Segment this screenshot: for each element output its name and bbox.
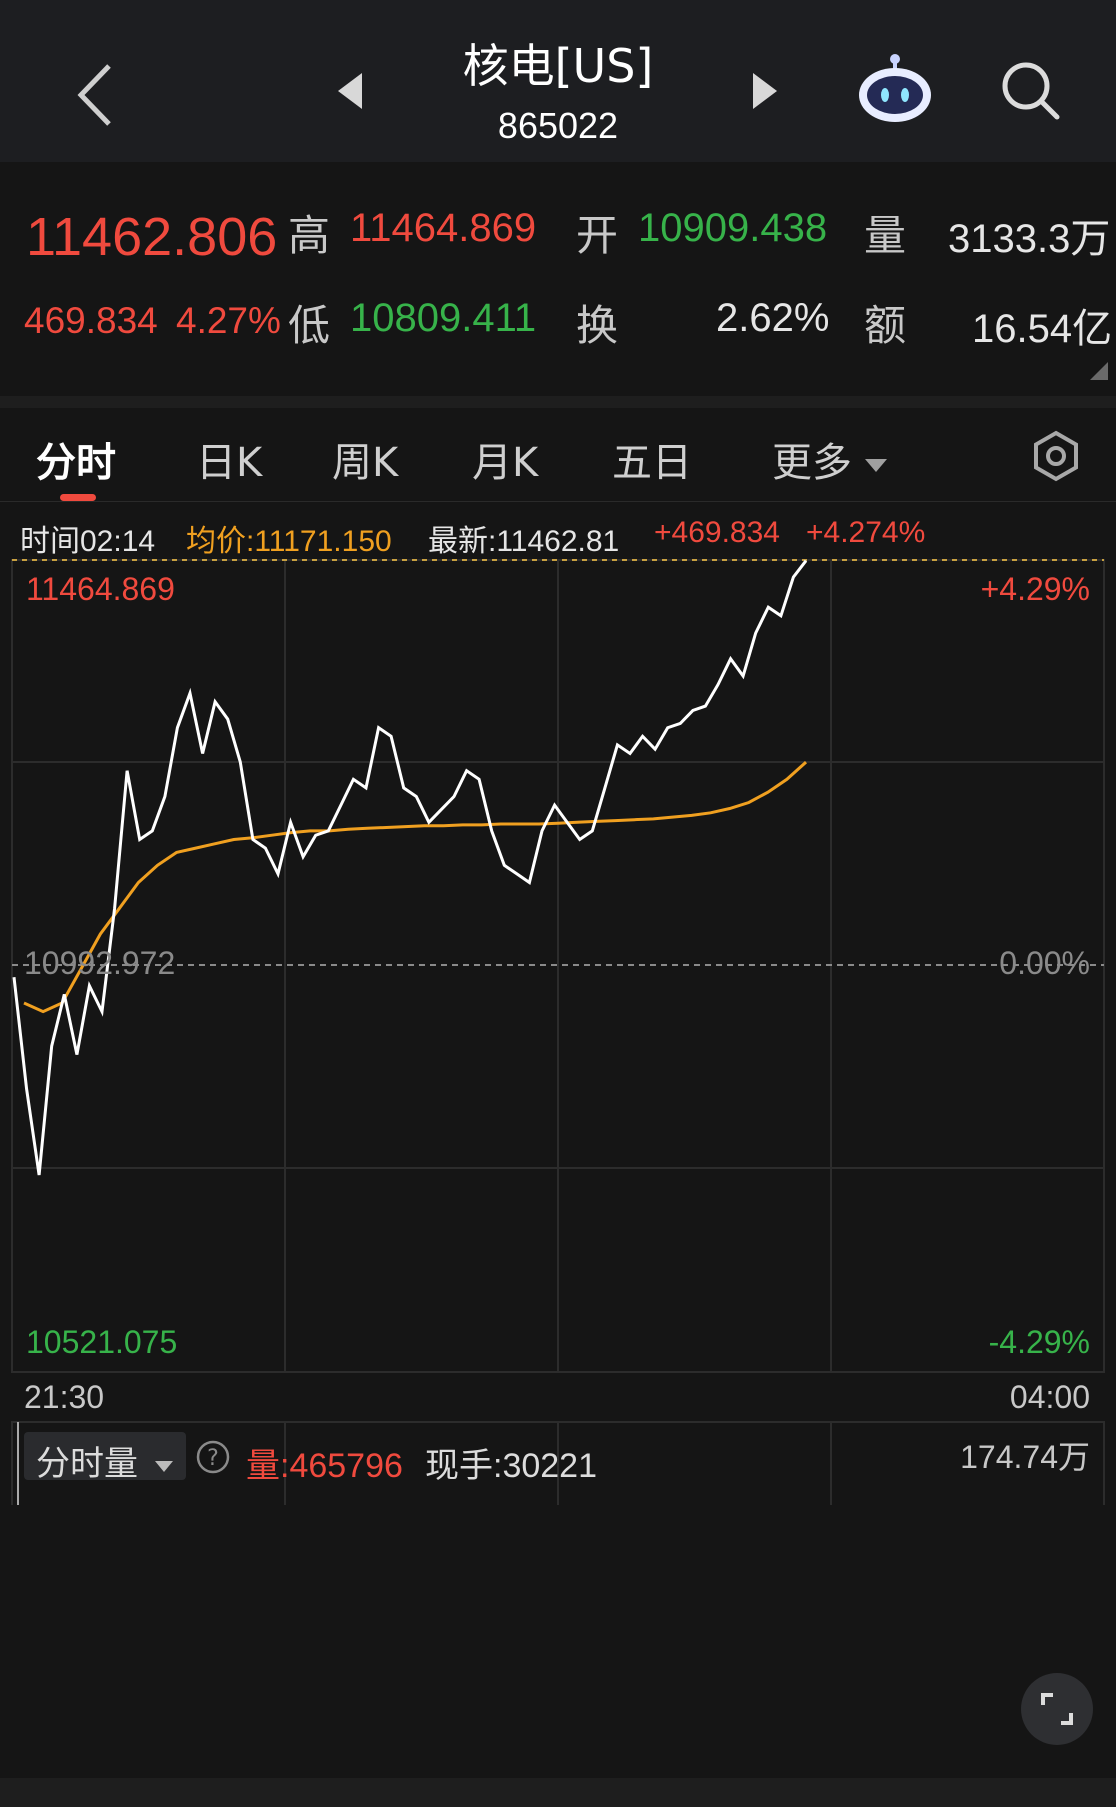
tab-more-label: 更多 — [772, 440, 852, 486]
low-value: 10809.411 — [350, 296, 537, 340]
next-stock-button[interactable] — [745, 68, 785, 114]
stock-code: 865022 — [497, 105, 619, 146]
current-hand: 现手:30221 — [425, 1447, 597, 1485]
info-change-pct: +4.274% — [806, 516, 926, 549]
stock-title: 核电[US] — [462, 39, 654, 93]
top-nav-bar: 核电[US] 865022 — [0, 0, 1116, 162]
tab-weekly-k[interactable]: 周K — [332, 440, 399, 486]
settings-icon[interactable] — [1030, 430, 1082, 482]
active-tab-indicator — [60, 494, 96, 501]
chart-grid — [11, 559, 1105, 1505]
info-time: 时间02:14 — [20, 525, 156, 558]
help-icon[interactable]: ? — [196, 1440, 230, 1474]
turnover-value: 2.62% — [716, 296, 830, 340]
back-icon — [77, 64, 111, 126]
back-button[interactable] — [60, 50, 130, 140]
prev-arrow-icon — [338, 73, 362, 109]
svg-text:?: ? — [207, 1446, 219, 1471]
search-button[interactable] — [995, 55, 1065, 125]
low-label: 低 — [288, 301, 331, 350]
fullscreen-button[interactable] — [1021, 1673, 1093, 1745]
price-line — [12, 559, 808, 1176]
volume-header: 分时量 ? 量:465796 现手:30221 174.74万 — [0, 1432, 1116, 1485]
high-label: 高 — [288, 211, 331, 260]
prev-stock-button[interactable] — [330, 68, 370, 114]
y-top-label: 11464.869 — [26, 571, 175, 607]
tab-intraday[interactable]: 分时 — [36, 440, 116, 486]
volume-type-label: 分时量 — [36, 1444, 138, 1484]
volume-amount: 量:465796 — [246, 1447, 403, 1485]
y-bottom-label: 10521.075 — [26, 1324, 177, 1360]
avg-price-line — [23, 760, 808, 1014]
quote-panel: 11462.806 469.834 4.27% 高 11464.869 低 10… — [0, 162, 1116, 396]
price-change: 469.834 — [24, 300, 158, 341]
amount-label: 额 — [864, 301, 907, 350]
turnover-label: 换 — [576, 301, 619, 350]
caret-down-icon — [154, 1460, 173, 1472]
pct-bottom-label: -4.29% — [989, 1324, 1090, 1360]
high-value: 11464.869 — [350, 206, 537, 250]
pct-mid-label: 0.00% — [999, 945, 1090, 981]
info-latest-price: 最新:11462.81 — [428, 525, 620, 558]
x-start-label: 21:30 — [24, 1379, 104, 1415]
y-prev-close-label: 10992.972 — [24, 945, 175, 981]
amount-value: 16.54亿 — [972, 307, 1113, 351]
bottom-bar — [0, 1778, 1116, 1807]
price-change-pct: 4.27% — [176, 300, 281, 341]
caret-down-icon — [864, 459, 887, 472]
section-divider — [0, 396, 1116, 408]
search-icon — [1002, 62, 1060, 120]
volume-value: 3133.3万 — [948, 217, 1111, 261]
expand-corner-icon[interactable] — [1090, 362, 1108, 380]
volume-max-label: 174.74万 — [960, 1439, 1090, 1475]
x-end-label: 04:00 — [1010, 1379, 1090, 1415]
tab-more[interactable]: 更多 — [772, 430, 887, 488]
robot-assistant-icon — [859, 54, 931, 122]
pct-top-label: +4.29% — [981, 571, 1090, 607]
tab-five-day[interactable]: 五日 — [612, 440, 692, 486]
info-avg-price: 均价:11171.150 — [186, 525, 392, 558]
info-change: +469.834 — [654, 516, 780, 549]
crosshair-info-bar: 时间02:14 均价:11171.150 最新:11462.81 +469.83… — [0, 512, 1116, 558]
next-arrow-icon — [753, 73, 777, 109]
open-value: 10909.438 — [638, 206, 828, 250]
volume-type-dropdown[interactable]: 分时量 — [24, 1432, 186, 1484]
volume-label: 量 — [864, 211, 907, 260]
tab-monthly-k[interactable]: 月K — [472, 440, 539, 486]
intraday-chart[interactable]: 11464.869 +4.29% 10992.972 0.00% 10521.0… — [0, 555, 1116, 1505]
last-price: 11462.806 — [26, 207, 278, 267]
assistant-button[interactable] — [855, 50, 935, 126]
fullscreen-icon — [1041, 1693, 1073, 1725]
open-label: 开 — [576, 211, 619, 260]
tab-daily-k[interactable]: 日K — [196, 440, 263, 486]
chart-period-tabs: 分时 日K 周K 月K 五日 更多 — [0, 408, 1116, 502]
